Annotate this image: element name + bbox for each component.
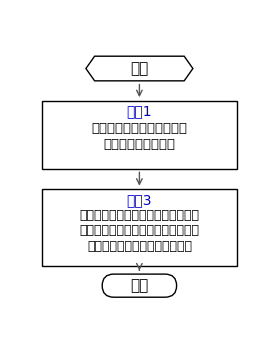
Text: 开始: 开始 (130, 61, 149, 76)
Text: 步骤3: 步骤3 (127, 193, 152, 207)
Bar (42, 189, 237, 267)
Polygon shape (86, 56, 193, 81)
Text: 次法兰盘孔系间的综合安装误差: 次法兰盘孔系间的综合安装误差 (87, 240, 192, 253)
Text: 根据主次法兰盘安装孔的名义直径、: 根据主次法兰盘安装孔的名义直径、 (79, 209, 199, 222)
Text: 步骤1: 步骤1 (126, 105, 152, 119)
Text: 获取主次法兰盘安装孔系的: 获取主次法兰盘安装孔系的 (91, 122, 187, 135)
Text: 结束: 结束 (130, 278, 149, 293)
Text: 分布圆直径、孔数、测点集，求解主: 分布圆直径、孔数、测点集，求解主 (79, 224, 199, 237)
Bar (42, 101, 237, 169)
FancyBboxPatch shape (102, 274, 177, 297)
Text: 几何设计参数和测点: 几何设计参数和测点 (103, 138, 175, 151)
